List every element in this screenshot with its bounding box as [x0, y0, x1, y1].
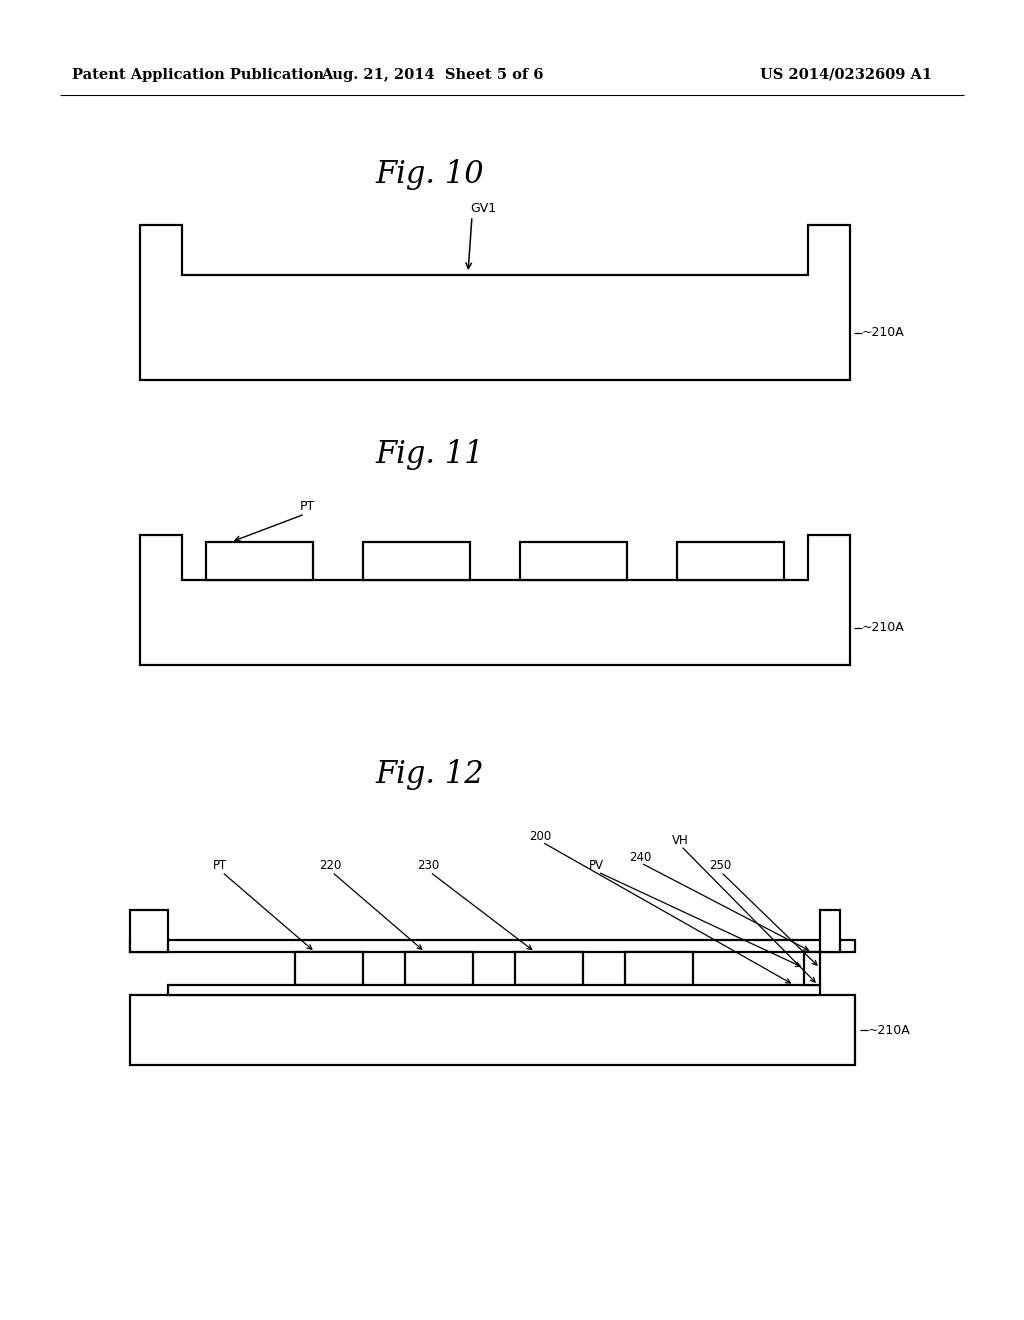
Text: 200: 200 — [528, 830, 551, 843]
Text: ~210A: ~210A — [862, 326, 905, 339]
Text: US 2014/0232609 A1: US 2014/0232609 A1 — [760, 69, 932, 82]
Polygon shape — [406, 952, 473, 985]
Text: Aug. 21, 2014  Sheet 5 of 6: Aug. 21, 2014 Sheet 5 of 6 — [321, 69, 544, 82]
Polygon shape — [515, 952, 583, 985]
Polygon shape — [362, 543, 470, 579]
Polygon shape — [206, 543, 313, 579]
Text: Fig. 10: Fig. 10 — [376, 160, 484, 190]
Text: PV: PV — [589, 859, 603, 873]
Text: Patent Application Publication: Patent Application Publication — [72, 69, 324, 82]
Polygon shape — [295, 952, 362, 985]
Text: GV1: GV1 — [470, 202, 496, 215]
Text: VH: VH — [672, 834, 688, 847]
Text: ~210A: ~210A — [862, 620, 905, 634]
Polygon shape — [168, 985, 820, 995]
Polygon shape — [140, 535, 850, 665]
Polygon shape — [130, 909, 168, 952]
Text: 250: 250 — [709, 859, 731, 873]
Polygon shape — [625, 952, 693, 985]
Polygon shape — [130, 940, 855, 952]
Text: Fig. 11: Fig. 11 — [376, 440, 484, 470]
Text: 240: 240 — [629, 851, 651, 865]
Text: PT: PT — [213, 859, 227, 873]
Polygon shape — [677, 543, 784, 579]
Polygon shape — [130, 995, 855, 1065]
Polygon shape — [520, 543, 627, 579]
Text: Fig. 12: Fig. 12 — [376, 759, 484, 791]
Text: PT: PT — [300, 500, 315, 513]
Text: ~210A: ~210A — [868, 1023, 910, 1036]
Text: 220: 220 — [318, 859, 341, 873]
Polygon shape — [820, 909, 840, 952]
Polygon shape — [140, 224, 850, 380]
Polygon shape — [804, 952, 820, 985]
Text: 230: 230 — [417, 859, 439, 873]
